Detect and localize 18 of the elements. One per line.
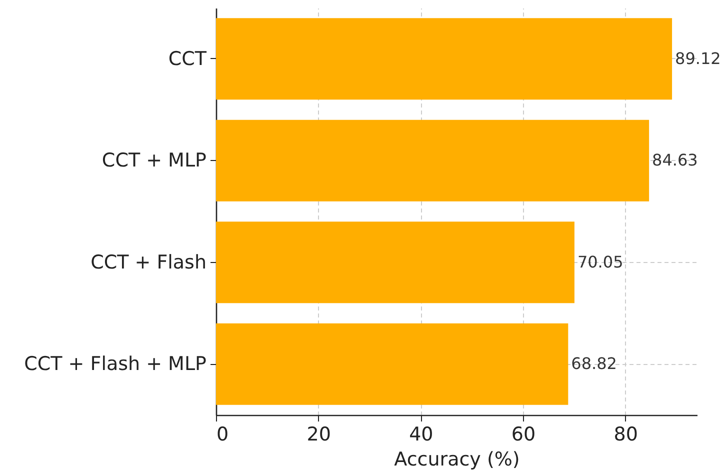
bar [216,18,672,100]
bar [216,323,568,405]
x-tick-label: 40 [409,424,434,446]
x-tick-label: 80 [614,424,638,446]
y-tick-label: CCT + Flash + MLP [24,353,206,376]
data-label: 89.12 [675,48,721,68]
x-axis-title: Accuracy (%) [394,448,520,470]
data-label: 84.63 [652,150,698,170]
bar [216,120,650,202]
x-tick-label: 20 [306,424,331,446]
x-tick-label: 60 [511,424,536,446]
y-tick-label: CCT + MLP [102,150,206,172]
x-tick-label: 0 [216,424,229,446]
data-label: 68.82 [571,354,617,374]
bar [216,222,574,304]
y-tick-label: CCT + Flash [90,251,206,274]
y-tick-label: CCT [168,48,207,70]
data-label: 70.05 [577,252,624,272]
